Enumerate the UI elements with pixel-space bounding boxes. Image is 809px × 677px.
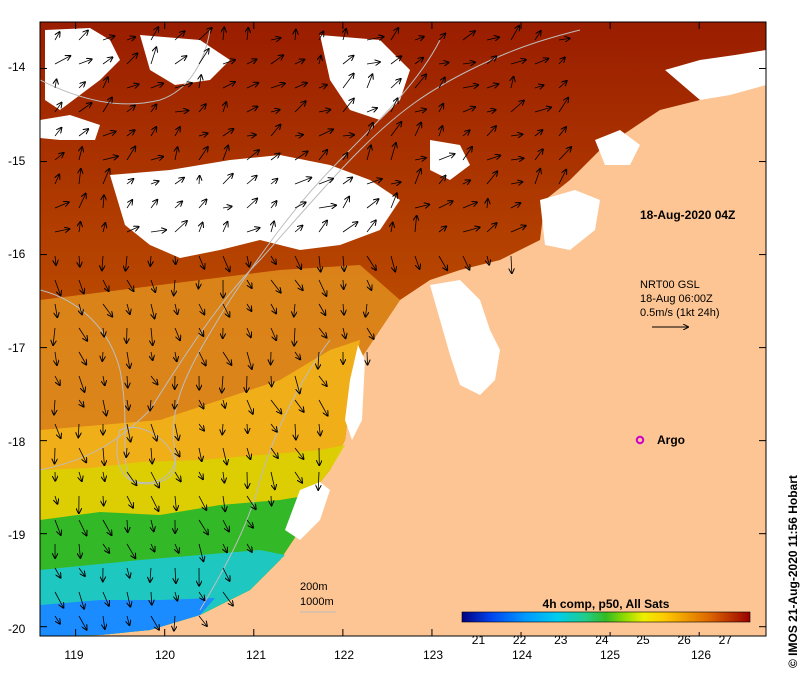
lat-tick-label: -15 xyxy=(8,154,26,168)
image-timestamp: 18-Aug-2020 04Z xyxy=(640,208,735,222)
current-arrow xyxy=(175,400,176,409)
contour-legend-200m: 200m xyxy=(300,581,328,593)
lat-axis: -14 -15 -16 -17 -18 -19 -20 xyxy=(8,60,26,636)
map-plot-area xyxy=(40,22,766,636)
lon-axis: 119 120 121 122 123 124 125 126 xyxy=(64,648,711,662)
lat-tick-label: -17 xyxy=(8,341,26,355)
legend-tick-label: 27 xyxy=(719,633,733,647)
current-source-label: NRT00 GSL xyxy=(640,279,700,291)
sst-legend: 4h comp, p50, All Sats 21 22 23 24 25 26 27 xyxy=(455,592,757,647)
current-arrow xyxy=(367,352,368,365)
current-time-label: 18-Aug 06:00Z xyxy=(640,293,713,305)
legend-tick-label: 21 xyxy=(472,633,486,647)
legend-tick-label: 26 xyxy=(677,633,691,647)
lon-tick-label: 124 xyxy=(512,648,532,662)
lon-tick-label: 121 xyxy=(246,648,266,662)
legend-colorbar xyxy=(462,612,750,622)
argo-label: Argo xyxy=(657,433,685,447)
lat-tick-label: -16 xyxy=(8,247,26,261)
lon-tick-label: 125 xyxy=(600,648,620,662)
lon-tick-label: 122 xyxy=(334,648,354,662)
lat-tick-label: -19 xyxy=(8,528,26,542)
current-scale-label: 0.5m/s (1kt 24h) xyxy=(640,307,719,319)
lat-tick-label: -14 xyxy=(8,60,26,74)
lat-tick-label: -18 xyxy=(8,435,26,449)
legend-tick-label: 22 xyxy=(513,633,527,647)
lat-tick-label: -20 xyxy=(8,622,26,636)
copyright-credit: © IMOS 21-Aug-2020 11:56 Hobart xyxy=(786,475,800,668)
lon-tick-label: 120 xyxy=(155,648,175,662)
legend-tick-label: 24 xyxy=(595,633,609,647)
current-arrow xyxy=(271,496,272,505)
lon-tick-label: 123 xyxy=(423,648,443,662)
current-arrow xyxy=(127,328,128,343)
legend-title: 4h comp, p50, All Sats xyxy=(543,597,670,611)
legend-tick-label: 23 xyxy=(554,633,568,647)
lon-tick-label: 126 xyxy=(691,648,711,662)
legend-tick-label: 25 xyxy=(636,633,650,647)
lon-tick-label: 119 xyxy=(64,648,83,662)
current-arrow xyxy=(55,448,56,464)
contour-legend-1000m: 1000m xyxy=(300,596,334,608)
